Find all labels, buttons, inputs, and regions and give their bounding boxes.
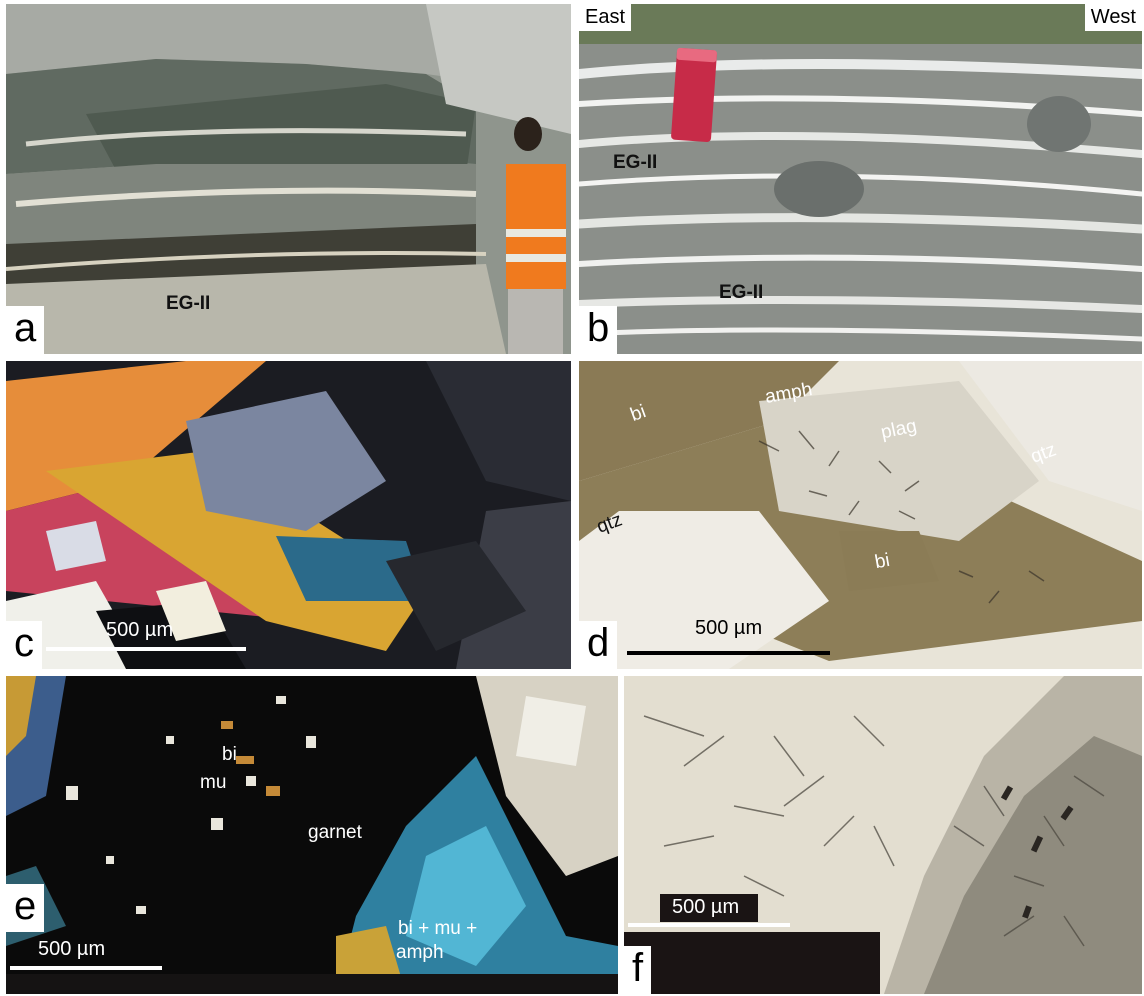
panel-b-gneiss-photo: East West EG-II EG-II b	[579, 4, 1142, 354]
banded-gneiss-image	[579, 4, 1142, 354]
panel-letter-d: d	[579, 621, 618, 669]
scale-label-f: 500 µm	[672, 896, 740, 918]
panel-letter-a: a	[6, 306, 45, 354]
scale-label-c: 500 µm	[106, 619, 174, 641]
mineral-label-mu: mu	[200, 772, 227, 793]
scale-bar-c	[46, 647, 246, 651]
scale-label-e: 500 µm	[38, 938, 106, 960]
scale-bar-f	[628, 923, 790, 927]
plane-polarized-thin-section-image	[579, 361, 1142, 669]
scale-bar-d	[627, 651, 830, 655]
garnet-thin-section-image	[6, 676, 618, 994]
panel-e-micrograph: bi mu garnet bi + mu + amph 500 µm e	[6, 676, 618, 994]
direction-west-label: West	[1084, 4, 1142, 31]
eg-ii-label-upper: EG-II	[613, 152, 658, 173]
panel-d-micrograph: bi amph plag qtz qtz bi 500 µm d	[579, 361, 1142, 669]
scale-label-d: 500 µm	[695, 617, 763, 639]
panel-f-micrograph: 500 µm f	[624, 676, 1142, 994]
scale-bar-e	[10, 966, 162, 970]
black-overlay-box	[624, 932, 880, 994]
mineral-label-bi-mu-amph-line2: amph	[396, 942, 444, 963]
scale-label-background	[660, 894, 758, 922]
direction-east-label: East	[579, 4, 632, 31]
mineral-label-bi-mu-amph-line1: bi + mu +	[398, 918, 478, 939]
cross-polarized-thin-section-image	[6, 361, 571, 669]
mineral-label-garnet: garnet	[308, 822, 362, 843]
outcrop-rock-image	[6, 4, 571, 354]
panel-letter-f: f	[624, 946, 652, 994]
mineral-label-bi: bi	[222, 744, 237, 765]
panel-letter-c: c	[6, 621, 42, 669]
panel-letter-e: e	[6, 884, 45, 932]
panel-letter-b: b	[579, 306, 618, 354]
eg-ii-label-lower: EG-II	[719, 282, 764, 303]
panel-c-micrograph: 500 µm c	[6, 361, 571, 669]
panel-a-outcrop-photo: EG-II a	[6, 4, 571, 354]
eg-ii-label: EG-II	[166, 293, 211, 314]
